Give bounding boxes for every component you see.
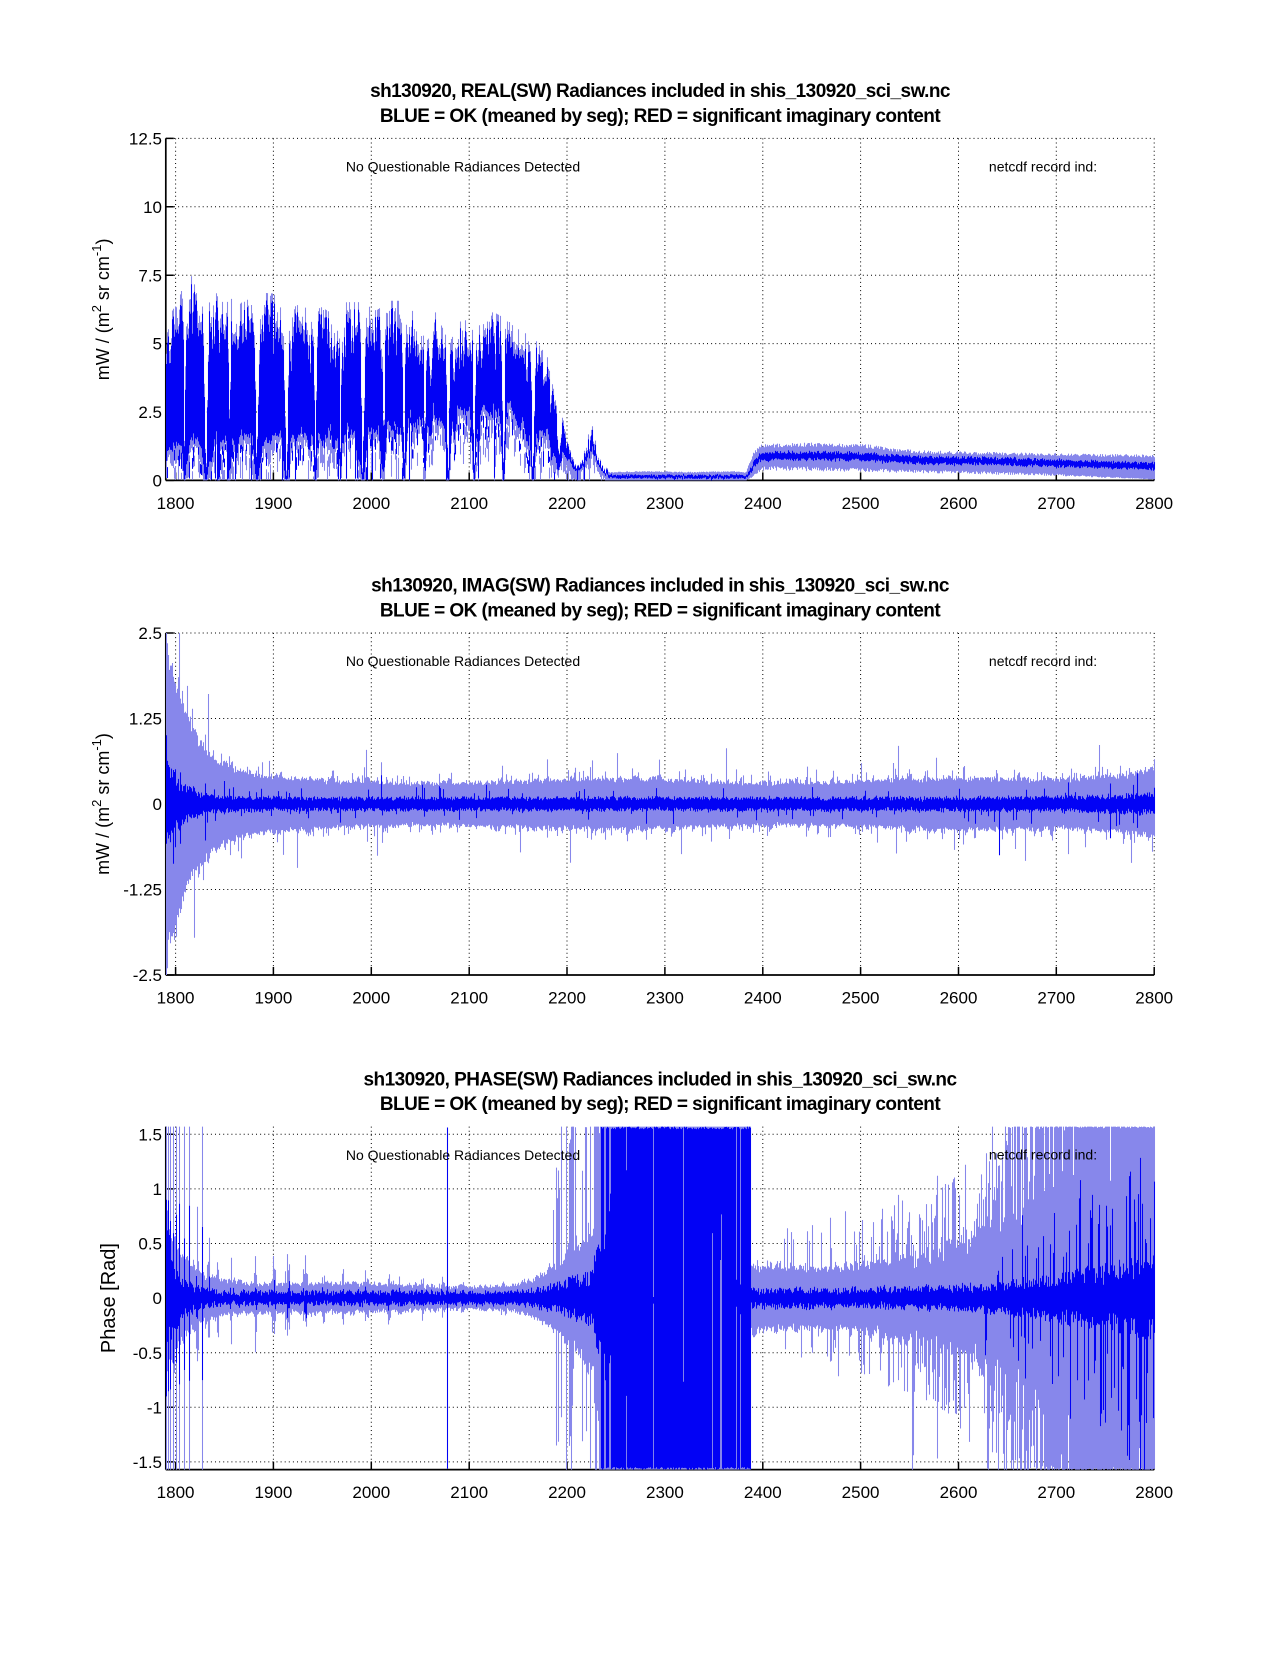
svg-text:2300: 2300 [646,494,684,513]
svg-text:2800: 2800 [1135,988,1173,1007]
svg-text:5: 5 [153,335,162,354]
svg-text:No Questionable Radiances Dete: No Questionable Radiances Detected [346,653,580,669]
svg-text:-1.25: -1.25 [123,881,162,900]
svg-text:2700: 2700 [1037,494,1075,513]
svg-text:2.5: 2.5 [138,403,162,422]
svg-text:2600: 2600 [940,988,978,1007]
svg-text:2200: 2200 [548,1483,586,1502]
svg-text:0: 0 [153,795,162,814]
svg-text:10: 10 [143,198,162,217]
svg-text:2500: 2500 [842,988,880,1007]
svg-text:2400: 2400 [744,1483,782,1502]
svg-text:-1: -1 [147,1398,162,1417]
svg-text:No Questionable Radiances Dete: No Questionable Radiances Detected [346,1147,580,1163]
svg-text:2000: 2000 [352,1483,390,1502]
svg-text:0: 0 [153,1289,162,1308]
svg-text:2600: 2600 [940,1483,978,1502]
svg-text:netcdf record ind:: netcdf record ind: [989,158,1097,174]
svg-text:2600: 2600 [940,494,978,513]
svg-text:2000: 2000 [352,988,390,1007]
svg-text:2.5: 2.5 [138,624,162,643]
svg-text:netcdf record ind:: netcdf record ind: [989,1147,1097,1163]
svg-text:2400: 2400 [744,988,782,1007]
svg-text:-1.5: -1.5 [133,1453,162,1472]
svg-text:2700: 2700 [1037,1483,1075,1502]
svg-text:2100: 2100 [450,1483,488,1502]
svg-text:2700: 2700 [1037,988,1075,1007]
svg-text:BLUE = OK (meaned by seg); RED: BLUE = OK (meaned by seg); RED = signifi… [380,1094,942,1115]
svg-text:1.5: 1.5 [138,1125,162,1144]
svg-text:2000: 2000 [352,494,390,513]
svg-text:sh130920, REAL(SW) Radiances i: sh130920, REAL(SW) Radiances included in… [370,81,951,102]
svg-text:1900: 1900 [254,988,292,1007]
svg-text:1800: 1800 [157,494,195,513]
svg-text:1800: 1800 [157,988,195,1007]
svg-text:-2.5: -2.5 [133,966,162,985]
svg-text:2300: 2300 [646,988,684,1007]
svg-text:BLUE = OK (meaned by seg); RED: BLUE = OK (meaned by seg); RED = signifi… [380,601,942,622]
svg-text:2200: 2200 [548,988,586,1007]
svg-text:No Questionable Radiances Dete: No Questionable Radiances Detected [346,159,580,175]
svg-text:1900: 1900 [254,494,292,513]
svg-text:2300: 2300 [646,1483,684,1502]
svg-text:Phase [Rad]: Phase [Rad] [98,1243,120,1353]
svg-text:BLUE = OK (meaned by seg); RED: BLUE = OK (meaned by seg); RED = signifi… [380,106,942,127]
svg-text:0: 0 [153,472,162,491]
svg-text:2500: 2500 [842,1483,880,1502]
svg-text:2400: 2400 [744,494,782,513]
svg-text:2200: 2200 [548,494,586,513]
svg-text:1900: 1900 [254,1483,292,1502]
svg-text:2100: 2100 [450,988,488,1007]
svg-text:2500: 2500 [842,494,880,513]
svg-text:sh130920, PHASE(SW) Radiances: sh130920, PHASE(SW) Radiances included i… [364,1069,958,1090]
svg-text:sh130920, IMAG(SW) Radiances i: sh130920, IMAG(SW) Radiances included in… [371,576,950,597]
svg-text:1: 1 [153,1180,162,1199]
svg-text:1800: 1800 [157,1483,195,1502]
svg-text:2800: 2800 [1135,1483,1173,1502]
svg-text:0.5: 0.5 [138,1235,162,1254]
svg-text:-0.5: -0.5 [133,1344,162,1363]
svg-text:2100: 2100 [450,494,488,513]
svg-text:12.5: 12.5 [129,130,162,149]
svg-text:1.25: 1.25 [129,710,162,729]
svg-text:7.5: 7.5 [138,266,162,285]
svg-text:netcdf record ind:: netcdf record ind: [989,653,1097,669]
svg-text:2800: 2800 [1135,494,1173,513]
